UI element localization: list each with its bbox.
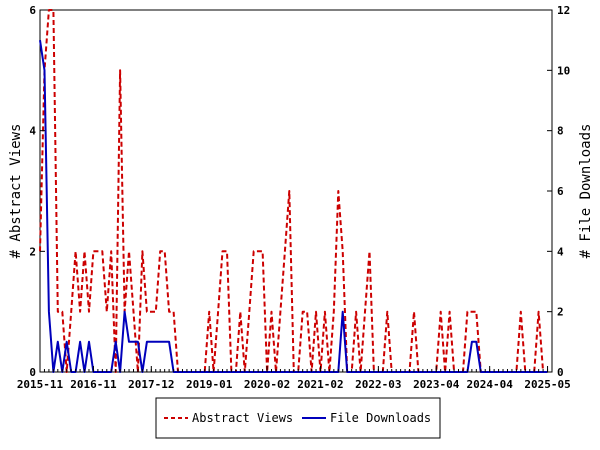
y-right-tick-label: 12 bbox=[557, 4, 570, 17]
legend-label-file-downloads: File Downloads bbox=[330, 411, 431, 425]
y-right-tick-label: 2 bbox=[557, 306, 564, 319]
legend-label-abstract-views: Abstract Views bbox=[192, 411, 293, 425]
left-axis-title: # Abstract Views bbox=[8, 124, 24, 259]
x-tick-label: 2023-04 bbox=[413, 378, 460, 391]
y-right-tick-label: 10 bbox=[557, 64, 570, 77]
tick-layer: 2015-11 2016-11 2017-12 2019-01 2020-02 2021-… bbox=[17, 4, 571, 391]
legend-box bbox=[155, 397, 441, 439]
right-axis-title: # File Downloads bbox=[578, 124, 594, 259]
y-right-tick-label: 0 bbox=[557, 366, 564, 379]
x-tick-label: 2022-03 bbox=[355, 378, 401, 391]
x-tick-label: 2017-12 bbox=[128, 378, 174, 391]
y-left-tick-label: 4 bbox=[29, 125, 36, 138]
y-left-tick-label: 0 bbox=[29, 366, 36, 379]
x-tick-label: 2016-11 bbox=[70, 378, 117, 391]
x-tick-label: 2024-04 bbox=[466, 378, 513, 391]
x-tick-label: 2021-02 bbox=[297, 378, 343, 391]
y-left-tick-label: 2 bbox=[29, 245, 36, 258]
x-tick-label: 2025-05 bbox=[524, 378, 570, 391]
y-right-tick-label: 6 bbox=[557, 185, 564, 198]
y-right-tick-label: 4 bbox=[557, 245, 564, 258]
x-tick-label: 2019-01 bbox=[186, 378, 233, 391]
y-right-tick-label: 8 bbox=[557, 125, 564, 138]
x-tick-label: 2015-11 bbox=[17, 378, 64, 391]
legend: Abstract Views File Downloads bbox=[155, 397, 441, 439]
x-tick-label: 2020-02 bbox=[244, 378, 290, 391]
y-left-tick-label: 6 bbox=[29, 4, 36, 17]
